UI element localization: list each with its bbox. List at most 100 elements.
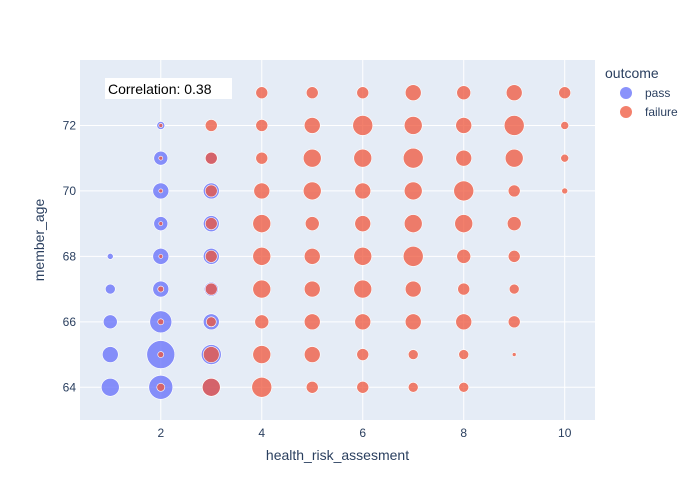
point-failure[interactable] [455,313,473,331]
legend-title: outcome [605,65,659,81]
point-failure[interactable] [158,254,164,259]
point-pass[interactable] [106,253,114,260]
point-failure[interactable] [204,250,218,263]
point-failure[interactable] [252,279,272,299]
point-failure[interactable] [303,280,321,298]
point-failure[interactable] [504,148,524,168]
point-failure[interactable] [255,119,269,132]
point-failure[interactable] [354,215,372,232]
point-failure[interactable] [158,188,164,194]
point-failure[interactable] [456,249,472,264]
point-failure[interactable] [356,348,370,361]
point-failure[interactable] [255,151,269,165]
point-pass[interactable] [104,283,116,295]
point-failure[interactable] [356,86,370,100]
x-axis-title: health_risk_assesment [266,447,409,463]
point-failure[interactable] [204,119,218,132]
point-pass[interactable] [102,314,118,330]
point-pass[interactable] [100,377,120,397]
point-failure[interactable] [157,351,165,358]
point-failure[interactable] [353,279,373,299]
point-failure[interactable] [404,280,422,298]
point-failure[interactable] [506,216,522,231]
annotation-text: Correlation: 0.38 [108,81,212,97]
point-failure[interactable] [302,148,322,168]
point-failure[interactable] [560,153,570,163]
legend-item-pass[interactable]: pass [620,86,670,100]
x-tick-label: 6 [359,426,366,440]
point-pass[interactable] [101,346,119,363]
legend-marker-failure [620,106,632,118]
point-failure[interactable] [252,214,272,233]
point-failure[interactable] [204,184,218,198]
point-failure[interactable] [404,84,422,102]
point-failure[interactable] [252,345,272,364]
point-failure[interactable] [303,313,321,331]
point-failure[interactable] [403,181,423,201]
point-failure[interactable] [201,377,221,397]
x-axis-ticks: 2 4 6 8 10 [157,426,571,440]
point-failure[interactable] [157,285,165,293]
point-failure[interactable] [204,217,218,230]
point-failure[interactable] [352,115,374,136]
point-failure[interactable] [158,155,164,161]
point-failure[interactable] [403,214,423,233]
point-failure[interactable] [205,316,217,328]
point-failure[interactable] [507,250,521,263]
point-failure[interactable] [511,352,517,357]
point-failure[interactable] [204,151,218,165]
point-failure[interactable] [303,117,321,134]
point-failure[interactable] [305,380,319,394]
point-failure[interactable] [252,247,272,266]
point-failure[interactable] [454,214,474,233]
legend-item-failure[interactable]: failure [620,105,678,119]
point-failure[interactable] [455,149,473,167]
point-failure[interactable] [403,116,423,135]
point-failure[interactable] [354,313,372,331]
point-failure[interactable] [505,84,523,102]
point-failure[interactable] [453,180,475,202]
point-failure[interactable] [303,346,321,363]
point-failure[interactable] [356,380,370,394]
point-failure[interactable] [560,121,570,130]
point-failure[interactable] [353,247,373,266]
point-failure[interactable] [253,182,271,200]
point-failure[interactable] [507,184,521,198]
point-failure[interactable] [302,181,322,201]
annotation-box [105,78,232,99]
point-failure[interactable] [158,221,164,226]
point-failure[interactable] [458,381,470,393]
point-failure[interactable] [204,282,218,296]
legend: outcome pass failure [605,65,678,119]
point-failure[interactable] [157,318,165,326]
point-failure[interactable] [458,349,470,360]
point-failure[interactable] [503,115,525,136]
point-failure[interactable] [255,86,269,100]
point-failure[interactable] [254,314,270,330]
point-failure[interactable] [455,117,473,134]
point-failure[interactable] [456,85,472,101]
point-failure[interactable] [402,147,424,169]
point-failure[interactable] [457,282,471,296]
point-failure[interactable] [158,123,164,128]
point-failure[interactable] [303,248,321,265]
point-failure[interactable] [404,313,422,331]
legend-label-pass: pass [645,86,670,100]
point-failure[interactable] [407,381,419,393]
point-failure[interactable] [156,382,166,392]
point-failure[interactable] [304,216,320,231]
point-failure[interactable] [407,349,419,360]
y-tick-label: 66 [63,315,77,329]
point-failure[interactable] [402,246,424,267]
point-failure[interactable] [561,187,569,195]
point-failure[interactable] [251,376,273,398]
point-failure[interactable] [508,283,520,295]
x-tick-label: 10 [558,426,572,440]
point-failure[interactable] [558,86,572,100]
point-failure[interactable] [305,86,319,100]
point-failure[interactable] [202,346,220,363]
point-failure[interactable] [507,315,521,329]
point-failure[interactable] [354,182,372,200]
point-failure[interactable] [353,148,373,168]
